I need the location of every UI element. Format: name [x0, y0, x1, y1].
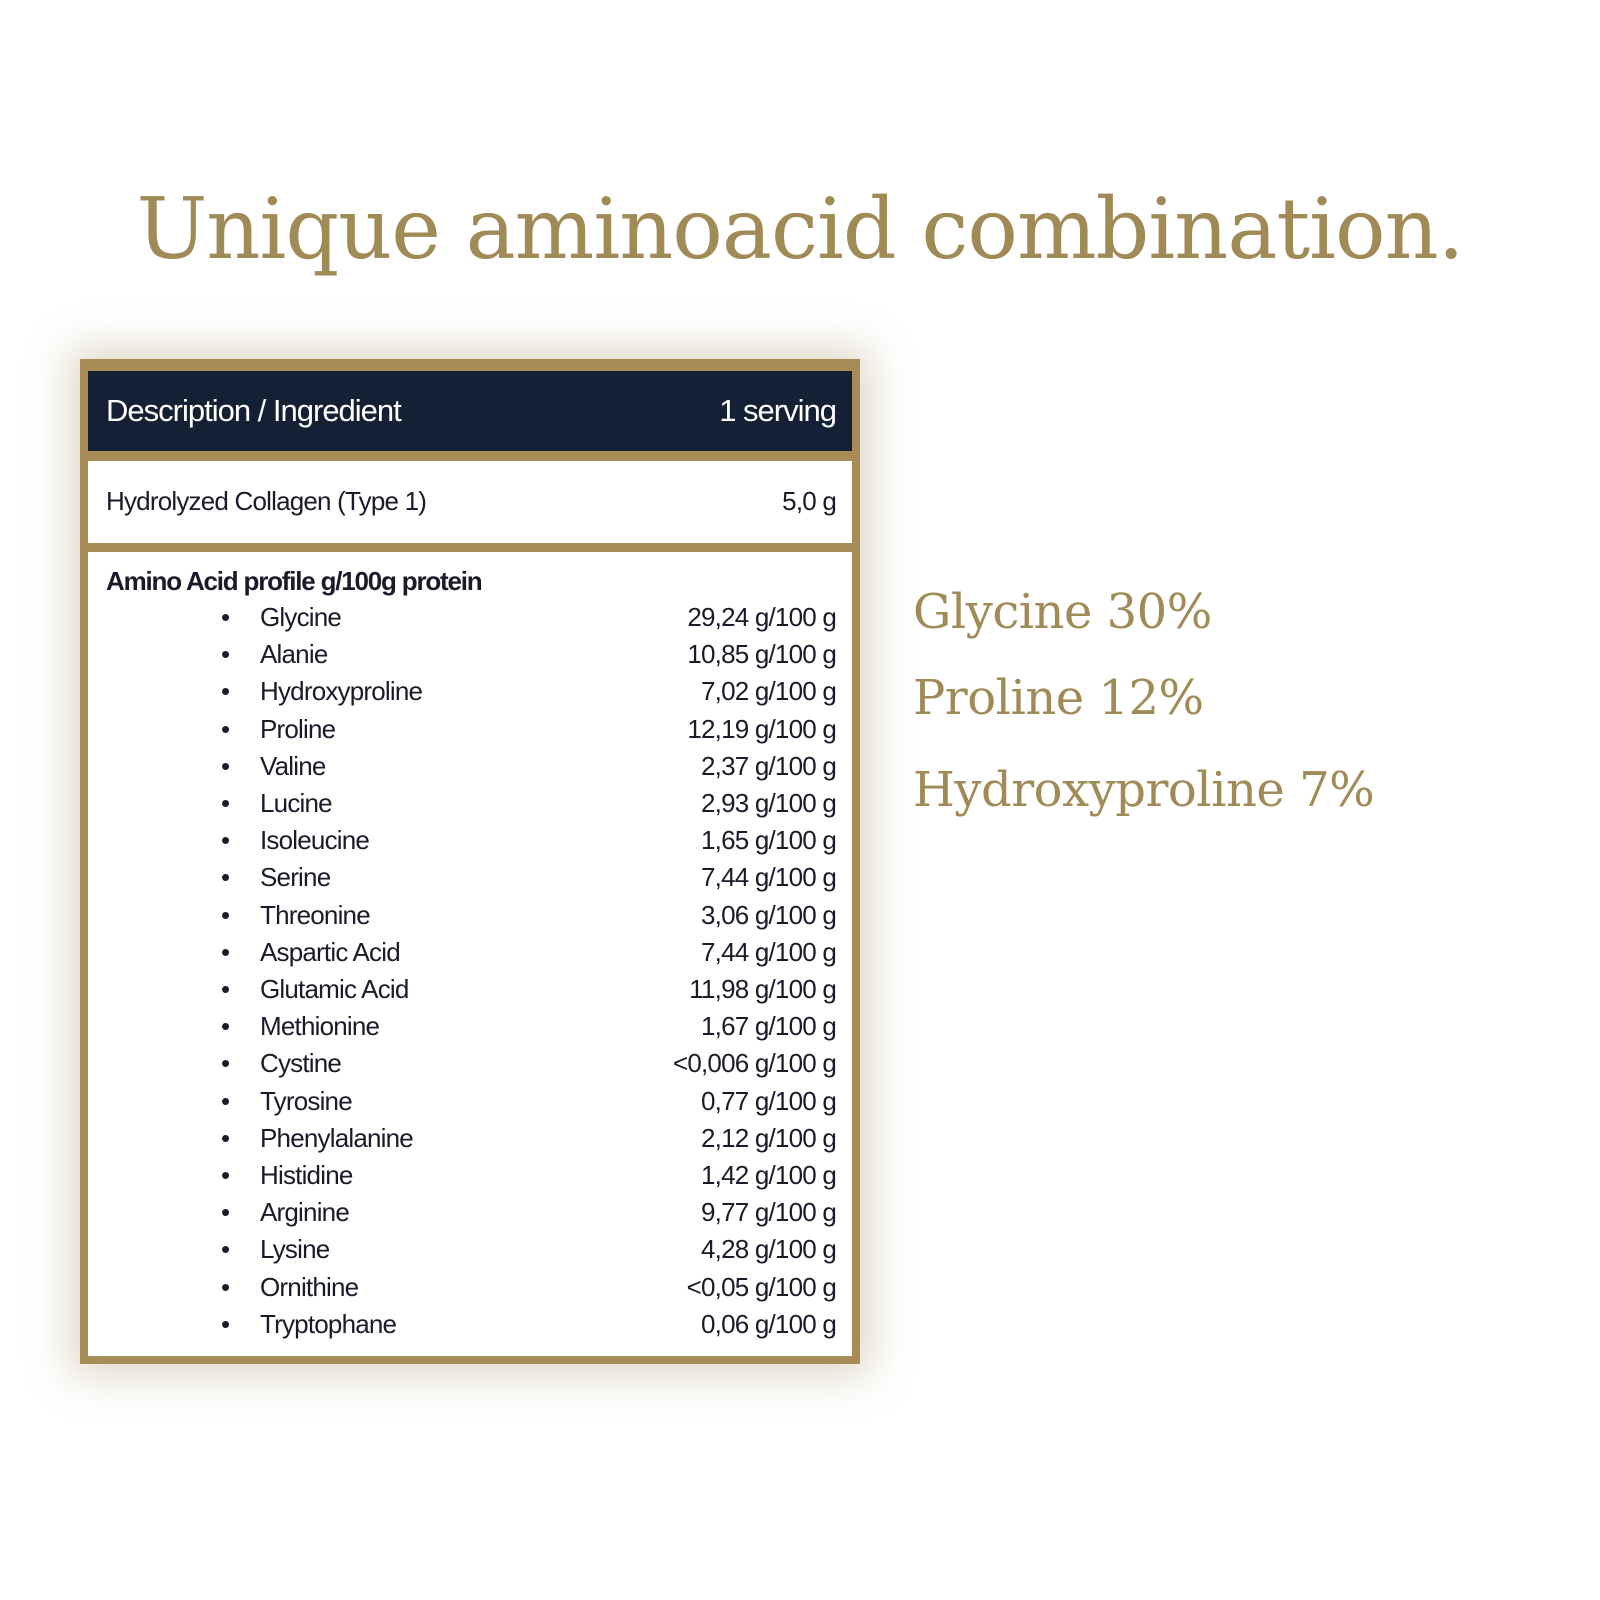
- list-item: • Alanie 10,85 g/100 g: [88, 639, 852, 676]
- amino-acid-name: Arginine: [260, 1197, 350, 1228]
- bullet-icon: •: [221, 862, 230, 893]
- amino-acid-name: Glutamic Acid: [260, 974, 409, 1004]
- amino-acid-name: Cystine: [260, 1048, 342, 1079]
- amino-acid-value: 2,12 g/100 g: [701, 1122, 837, 1153]
- list-item: • Tyrosine 0,77 g/100 g: [88, 1086, 852, 1123]
- amino-acid-name: Threonine: [260, 899, 371, 930]
- amino-acid-value: 0,06 g/100 g: [701, 1308, 837, 1339]
- amino-acid-value: 3,06 g/100 g: [701, 899, 837, 930]
- list-item: • Valine 2,37 g/100 g: [88, 751, 852, 788]
- bullet-icon: •: [221, 713, 230, 744]
- list-item: • Serine 7,44 g/100 g: [88, 862, 852, 899]
- amino-acid-value: 11,98 g/100 g: [689, 974, 837, 1004]
- bullet-icon: •: [221, 788, 230, 818]
- bullet-icon: •: [221, 936, 230, 967]
- list-item: • Isoleucine 1,65 g/100 g: [88, 825, 852, 862]
- amino-acid-value: <0,006 g/100 g: [672, 1048, 837, 1079]
- amino-acid-value: 2,93 g/100 g: [701, 788, 837, 818]
- bullet-icon: •: [221, 1271, 230, 1302]
- list-item: • Histidine 1,42 g/100 g: [88, 1160, 852, 1197]
- bullet-icon: •: [221, 676, 230, 707]
- list-item: • Arginine 9,77 g/100 g: [88, 1197, 852, 1234]
- amino-acid-value: 7,44 g/100 g: [701, 862, 837, 893]
- amino-acid-name: Aspartic Acid: [260, 936, 401, 967]
- amino-acid-name: Tyrosine: [260, 1085, 353, 1116]
- amino-acid-name: Histidine: [260, 1160, 353, 1190]
- list-item: • Tryptophane 0,06 g/100 g: [88, 1309, 852, 1346]
- amino-acid-name: Methionine: [260, 1011, 380, 1042]
- nutrition-table: Description / Ingredient 1 serving Hydro…: [80, 359, 860, 1364]
- amino-acid-value: 1,42 g/100 g: [701, 1160, 837, 1190]
- highlight-proline: Proline 12%: [913, 670, 1204, 726]
- list-item: • Threonine 3,06 g/100 g: [88, 900, 852, 937]
- bullet-icon: •: [221, 1160, 230, 1190]
- bullet-icon: •: [221, 1308, 230, 1339]
- amino-acid-section: Amino Acid profile g/100g protein • Glyci…: [88, 552, 852, 1356]
- page-title: Unique aminoacid combination.: [136, 180, 1465, 278]
- list-item: • Hydroxyproline 7,02 g/100 g: [88, 676, 852, 713]
- amino-acid-value: 29,24 g/100 g: [687, 602, 836, 632]
- amino-acid-name: Lucine: [260, 788, 333, 818]
- section-title: Amino Acid profile g/100g protein: [106, 566, 483, 596]
- list-item: • Proline 12,19 g/100 g: [88, 714, 852, 751]
- list-item: • Methionine 1,67 g/100 g: [88, 1011, 852, 1048]
- bullet-icon: •: [221, 639, 230, 670]
- bullet-icon: •: [221, 899, 230, 930]
- amino-acid-name: Alanie: [260, 639, 328, 670]
- highlight-glycine: Glycine 30%: [913, 584, 1212, 640]
- amino-acid-value: 0,77 g/100 g: [701, 1085, 837, 1116]
- amino-acid-name: Proline: [260, 713, 336, 744]
- list-item: • Glycine 29,24 g/100 g: [88, 602, 852, 639]
- amino-acid-value: 4,28 g/100 g: [701, 1234, 837, 1265]
- amino-acid-name: Tryptophane: [260, 1308, 397, 1339]
- highlight-hydroxyproline: Hydroxyproline 7%: [913, 762, 1375, 818]
- amino-acid-value: 2,37 g/100 g: [701, 750, 837, 781]
- amino-acid-value: 1,67 g/100 g: [701, 1011, 837, 1042]
- table-header: Description / Ingredient 1 serving: [88, 371, 852, 451]
- bullet-icon: •: [221, 602, 230, 632]
- list-item: • Lucine 2,93 g/100 g: [88, 788, 852, 825]
- list-item: • Cystine <0,006 g/100 g: [88, 1048, 852, 1085]
- bullet-icon: •: [221, 1197, 230, 1228]
- bullet-icon: •: [221, 1234, 230, 1265]
- bullet-icon: •: [221, 1122, 230, 1153]
- amino-acid-value: <0,05 g/100 g: [686, 1271, 837, 1302]
- header-description: Description / Ingredient: [106, 393, 402, 428]
- amino-acid-name: Valine: [260, 750, 326, 781]
- amino-acid-value: 7,02 g/100 g: [701, 676, 837, 707]
- ingredient-name: Hydrolyzed Collagen (Type 1): [106, 486, 427, 516]
- amino-acid-value: 10,85 g/100 g: [687, 639, 836, 670]
- table-row-collagen: Hydrolyzed Collagen (Type 1) 5,0 g: [88, 461, 852, 543]
- bullet-icon: •: [221, 1011, 230, 1042]
- amino-acid-value: 9,77 g/100 g: [701, 1197, 837, 1228]
- amino-acid-value: 7,44 g/100 g: [701, 936, 837, 967]
- bullet-icon: •: [221, 825, 230, 856]
- amino-acid-value: 12,19 g/100 g: [687, 713, 836, 744]
- amino-acid-name: Lysine: [260, 1234, 330, 1265]
- amino-acid-name: Ornithine: [260, 1271, 359, 1302]
- list-item: • Aspartic Acid 7,44 g/100 g: [88, 937, 852, 974]
- bullet-icon: •: [221, 1048, 230, 1079]
- list-item: • Glutamic Acid 11,98 g/100 g: [88, 974, 852, 1011]
- list-item: • Ornithine <0,05 g/100 g: [88, 1272, 852, 1309]
- bullet-icon: •: [221, 974, 230, 1004]
- list-item: • Phenylalanine 2,12 g/100 g: [88, 1123, 852, 1160]
- bullet-icon: •: [221, 750, 230, 781]
- amino-acid-name: Isoleucine: [260, 825, 370, 856]
- amino-acid-name: Serine: [260, 862, 331, 893]
- header-serving: 1 serving: [719, 393, 837, 428]
- list-item: • Lysine 4,28 g/100 g: [88, 1234, 852, 1271]
- amino-acid-name: Glycine: [260, 602, 342, 632]
- amino-acid-value: 1,65 g/100 g: [701, 825, 837, 856]
- amino-acid-name: Phenylalanine: [260, 1122, 414, 1153]
- amino-acid-name: Hydroxyproline: [260, 676, 423, 707]
- ingredient-value: 5,0 g: [782, 486, 837, 516]
- bullet-icon: •: [221, 1085, 230, 1116]
